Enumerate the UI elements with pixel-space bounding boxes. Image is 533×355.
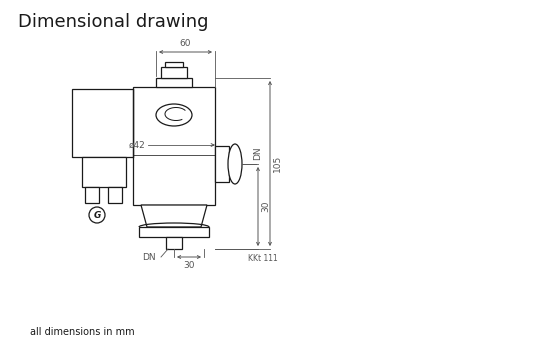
Text: KKt 111: KKt 111: [248, 254, 278, 263]
Text: ø42: ø42: [128, 141, 145, 149]
Text: Dimensional drawing: Dimensional drawing: [18, 13, 208, 31]
Text: G: G: [93, 211, 101, 219]
Bar: [165, 62, 183, 67]
Ellipse shape: [156, 104, 192, 126]
Bar: [108, 187, 122, 203]
Text: DN: DN: [254, 146, 262, 160]
Text: 30: 30: [183, 261, 195, 270]
Bar: [161, 67, 187, 78]
Text: 105: 105: [273, 155, 282, 172]
Text: 30: 30: [261, 201, 270, 212]
Bar: [156, 78, 192, 87]
Text: all dimensions in mm: all dimensions in mm: [30, 327, 135, 337]
Polygon shape: [141, 205, 207, 227]
Text: 60: 60: [180, 39, 191, 48]
Bar: [139, 227, 209, 237]
Bar: [215, 146, 229, 182]
Bar: [133, 87, 215, 205]
Circle shape: [89, 207, 105, 223]
Bar: [72, 89, 133, 157]
Ellipse shape: [228, 144, 242, 184]
Bar: [85, 187, 99, 203]
Text: DN: DN: [142, 252, 156, 262]
Bar: [82, 157, 126, 187]
Bar: [166, 237, 182, 249]
